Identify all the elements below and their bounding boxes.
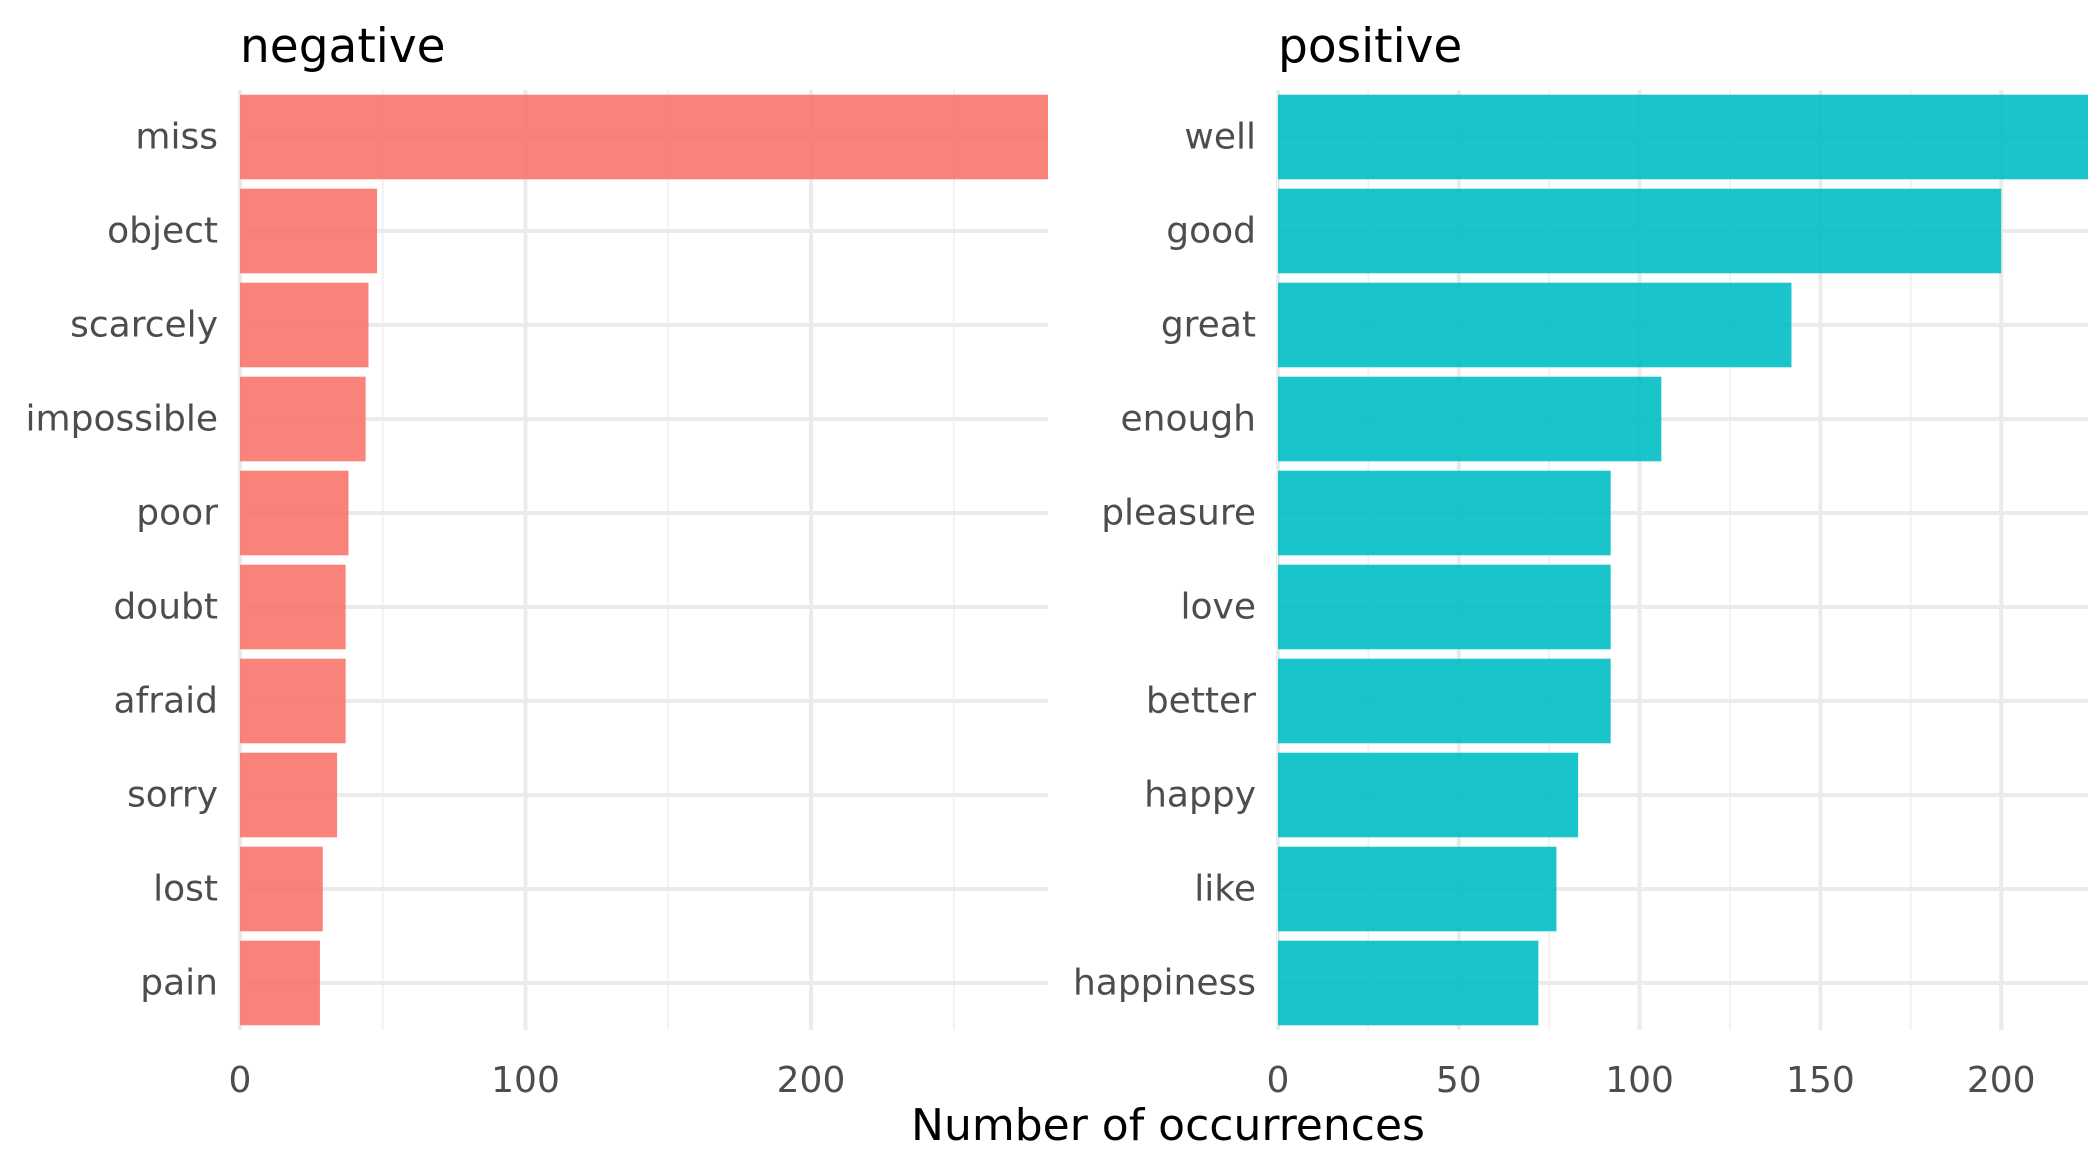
y-tick-label: like [1194, 869, 1256, 910]
bar-positive-enough [1278, 376, 1662, 462]
bar-positive-like [1278, 846, 1557, 932]
y-tick-label: pain [140, 963, 218, 1004]
y-tick-label: happiness [1073, 963, 1256, 1004]
y-tick-label: afraid [114, 681, 218, 722]
x-tick-label: 100 [491, 1060, 560, 1101]
y-tick-label: scarcely [70, 305, 218, 346]
y-tick-label: impossible [26, 399, 218, 440]
bar-negative-pain [240, 940, 320, 1026]
bar-negative-miss [240, 94, 1048, 180]
bar-negative-scarcely [240, 282, 369, 368]
panel-title: positive [1278, 19, 1462, 74]
bar-positive-well [1278, 94, 2088, 180]
y-tick-label: pleasure [1101, 493, 1256, 534]
x-tick-label: 100 [1605, 1060, 1674, 1101]
bar-negative-doubt [240, 564, 346, 650]
y-tick-label: enough [1121, 399, 1256, 440]
y-tick-label: miss [135, 117, 218, 158]
y-tick-label: happy [1144, 775, 1256, 816]
bar-negative-lost [240, 846, 323, 932]
y-tick-label: doubt [113, 587, 218, 628]
y-tick-label: sorry [127, 775, 218, 816]
x-tick-label: 50 [1436, 1060, 1482, 1101]
bar-negative-object [240, 188, 378, 274]
panel-negative: miss object scarcely impossible poor doubt afr… [26, 19, 1048, 1101]
x-tick-label: 150 [1786, 1060, 1855, 1101]
y-tick-label: great [1161, 305, 1256, 346]
panel-positive: well good great enough pleasure love better hap… [1073, 19, 2088, 1101]
y-tick-label: object [107, 211, 218, 252]
y-tick-label: poor [136, 493, 218, 534]
y-tick-label: well [1184, 117, 1256, 158]
x-tick-label: 0 [229, 1060, 252, 1101]
bar-negative-impossible [240, 376, 366, 462]
bar-negative-poor [240, 470, 349, 556]
y-tick-label: lost [153, 869, 218, 910]
bar-positive-happiness [1278, 940, 1539, 1026]
bar-positive-pleasure [1278, 470, 1611, 556]
x-tick-label: 200 [1967, 1060, 2036, 1101]
bar-positive-great [1278, 282, 1792, 368]
x-tick-label: 0 [1267, 1060, 1290, 1101]
y-tick-label: good [1166, 211, 1256, 252]
bar-positive-happy [1278, 752, 1579, 838]
bar-positive-better [1278, 658, 1611, 744]
panel-title: negative [240, 19, 446, 74]
y-tick-label: love [1181, 587, 1256, 628]
bar-negative-sorry [240, 752, 338, 838]
bar-positive-love [1278, 564, 1611, 650]
bar-negative-afraid [240, 658, 346, 744]
y-tick-label: better [1146, 681, 1256, 722]
bar-positive-good [1278, 188, 2002, 274]
x-axis-title: Number of occurrences [911, 1100, 1425, 1151]
x-tick-label: 200 [777, 1060, 846, 1101]
